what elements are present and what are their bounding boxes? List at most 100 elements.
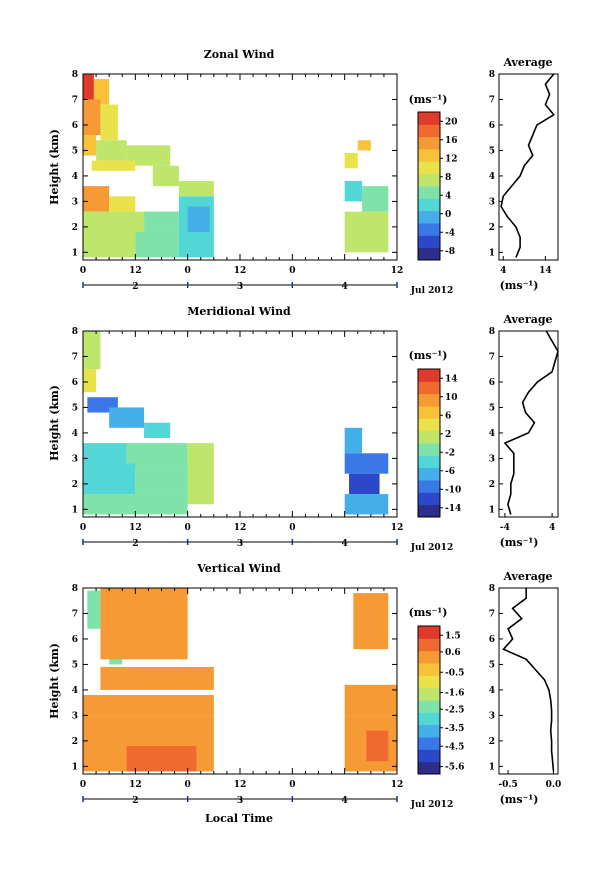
meridional-wind-ytick-label: 5 — [72, 403, 78, 413]
vertical-wind-ytick-label: 3 — [72, 711, 78, 721]
meridional-wind-cell — [135, 468, 188, 495]
meridional-wind-hour-tick-label: 0 — [289, 523, 295, 533]
vertical-wind-date-tick-label: 3 — [237, 796, 243, 806]
meridional-wind-colorbar-swatch — [418, 492, 440, 506]
vertical-wind-average-ytick-label: 4 — [489, 686, 495, 696]
meridional-wind-colorbar-swatch — [418, 467, 440, 481]
meridional-wind-colorbar-tick-label: -6 — [445, 467, 455, 477]
meridional-wind-row: Meridional Wind Height (km) (ms⁻¹) Jul 2… — [48, 305, 559, 553]
vertical-wind-date-label: Jul 2012 — [410, 800, 453, 810]
vertical-wind-hour-tick-label: 12 — [391, 780, 404, 790]
zonal-wind-cell — [344, 211, 389, 253]
meridional-wind-average-unit: (ms⁻¹) — [500, 536, 539, 549]
meridional-wind-ytick-label: 1 — [72, 505, 78, 515]
zonal-wind-colorbar-tick-label: 20 — [445, 117, 458, 127]
meridional-wind-ytick-label: 2 — [72, 480, 78, 490]
vertical-wind-colorbar-swatch — [418, 638, 440, 652]
vertical-wind-date-tick-label: 2 — [132, 796, 138, 806]
zonal-wind-cell — [93, 79, 110, 105]
zonal-wind-title: Zonal Wind — [204, 48, 275, 61]
meridional-wind-hour-tick-label: 12 — [391, 523, 404, 533]
meridional-wind-ytick-label: 6 — [72, 378, 78, 388]
zonal-wind-hour-tick-label: 0 — [289, 266, 295, 276]
zonal-wind-colorbar-swatch — [418, 223, 440, 236]
zonal-wind-average-xtick-label: 4 — [500, 266, 506, 276]
meridional-wind-colorbar-tick-label: 14 — [445, 374, 458, 384]
zonal-wind-colorbar: 20 16 12 8 4 0 -4 -8 — [417, 111, 458, 261]
vertical-wind-date-tick-label: 4 — [342, 796, 348, 806]
vertical-wind-colorbar-tick-label: 0.6 — [445, 648, 461, 658]
meridional-wind-average-xtick-label: -4 — [500, 523, 510, 533]
meridional-wind-average-frame — [498, 330, 559, 518]
vertical-wind-colorbar-swatch — [418, 749, 440, 763]
vertical-wind-cell — [83, 695, 214, 716]
meridional-wind-hour-tick-label: 0 — [185, 523, 191, 533]
meridional-wind-ytick-label: 8 — [72, 327, 78, 337]
vertical-wind-average-ytick-label: 6 — [489, 635, 495, 645]
vertical-wind-colorbar-tick-label: -2.5 — [445, 705, 464, 715]
vertical-wind-title: Vertical Wind — [196, 562, 281, 575]
zonal-wind-colorbar-frame — [417, 111, 441, 261]
vertical-wind-hour-tick-label: 0 — [80, 780, 86, 790]
zonal-wind-cell — [109, 196, 136, 215]
zonal-wind-hour-tick-label: 0 — [80, 266, 86, 276]
vertical-wind-ytick-label: 2 — [72, 737, 78, 747]
zonal-wind-row: Zonal Wind Height (km) (ms⁻¹) Jul 2012 A… — [48, 48, 559, 296]
meridional-wind-colorbar: 14 10 6 2 -2 -6 -10 -14 — [417, 368, 461, 518]
zonal-wind-ylabel: Height (km) — [48, 129, 61, 205]
vertical-wind-average-unit: (ms⁻¹) — [500, 793, 539, 806]
vertical-wind-colorbar-tick-label: -0.5 — [445, 668, 464, 678]
meridional-wind-ytick-label: 3 — [72, 454, 78, 464]
meridional-wind-average-xtick-label: 4 — [549, 523, 555, 533]
meridional-wind-colorbar-tick-label: 6 — [445, 411, 451, 421]
zonal-wind-colorbar-tick-label: -8 — [445, 247, 455, 257]
zonal-wind-ytick-label: 3 — [72, 197, 78, 207]
zonal-wind-hour-tick-label: 0 — [185, 266, 191, 276]
zonal-wind-average-title: Average — [502, 56, 552, 69]
meridional-wind-colorbar-unit: (ms⁻¹) — [409, 349, 448, 362]
vertical-wind-average-ytick-label: 3 — [489, 711, 495, 721]
meridional-wind-cell — [349, 473, 380, 495]
vertical-wind-cell — [87, 590, 101, 629]
meridional-wind-cell — [126, 443, 188, 469]
zonal-wind-cell — [83, 74, 94, 100]
zonal-wind-cell — [135, 231, 179, 258]
meridional-wind-colorbar-swatch — [418, 443, 440, 456]
meridional-wind-average-ytick-label: 3 — [489, 454, 495, 464]
meridional-wind-average-ytick-label: 6 — [489, 378, 495, 388]
vertical-wind-average-profile-line — [502, 588, 555, 772]
zonal-wind-colorbar-tick-label: 12 — [445, 154, 458, 164]
vertical-wind-colorbar-swatch — [418, 724, 440, 738]
meridional-wind-colorbar-tick-label: 10 — [445, 393, 458, 403]
zonal-wind-cell — [83, 186, 110, 212]
meridional-wind-date-tick-label: 2 — [132, 539, 138, 549]
zonal-wind-colorbar-swatch — [418, 124, 440, 138]
vertical-wind-colorbar-tick-label: -5.6 — [445, 763, 464, 773]
zonal-wind-colorbar-swatch — [418, 247, 440, 261]
vertical-wind-cell — [100, 588, 188, 660]
vertical-wind-cell — [100, 666, 214, 690]
meridional-wind-ytick-label: 7 — [72, 352, 78, 362]
meridional-wind-hour-tick-label: 12 — [129, 523, 142, 533]
vertical-wind-ytick-label: 4 — [72, 686, 78, 696]
meridional-wind-cell — [109, 407, 145, 428]
vertical-wind-colorbar-swatch — [418, 650, 440, 664]
zonal-wind-cell — [152, 165, 179, 187]
vertical-wind-average-title: Average — [502, 570, 552, 583]
zonal-wind-ytick-label: 6 — [72, 121, 78, 131]
zonal-wind-cell — [178, 181, 214, 197]
zonal-wind-average-ytick-label: 6 — [489, 121, 495, 131]
zonal-wind-colorbar-tick-label: 4 — [445, 191, 451, 201]
zonal-wind-hour-tick-label: 12 — [129, 266, 142, 276]
meridional-wind-cell — [187, 443, 214, 505]
zonal-wind-average-xtick-label: 14 — [539, 266, 552, 276]
meridional-wind-colorbar-swatch — [418, 455, 440, 469]
zonal-wind-average-profile-line — [500, 73, 556, 258]
vertical-wind-heatmap — [83, 588, 397, 772]
meridional-wind-hour-tick-label: 12 — [234, 523, 247, 533]
zonal-wind-colorbar-swatch — [418, 210, 440, 224]
vertical-wind-row: Vertical Wind Height (km) (ms⁻¹) Jul 201… — [48, 562, 561, 825]
vertical-wind-hour-tick-label: 0 — [289, 780, 295, 790]
meridional-wind-colorbar-swatch — [418, 480, 440, 493]
